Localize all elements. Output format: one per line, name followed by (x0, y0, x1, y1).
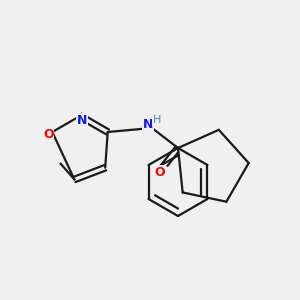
Text: N: N (143, 118, 153, 131)
Text: N: N (77, 113, 87, 127)
Text: O: O (155, 166, 165, 178)
Text: O: O (43, 128, 54, 140)
Text: H: H (153, 115, 161, 125)
